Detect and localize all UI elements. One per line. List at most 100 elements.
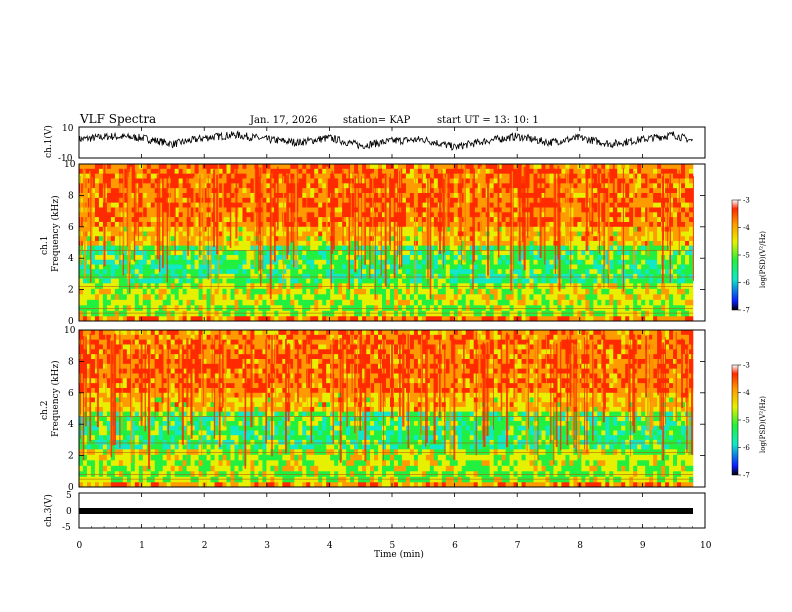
spectrogram-cell: [346, 217, 351, 223]
spectrogram-cell: [154, 310, 160, 317]
spectrogram-cell: [238, 264, 243, 270]
spectrogram-cell: [573, 197, 578, 203]
spectrogram-cell: [214, 288, 219, 295]
spectrogram-cell: [222, 226, 227, 232]
spectrogram-cell: [461, 316, 467, 322]
spectrogram-cell: [473, 245, 478, 251]
spectrogram-cell: [250, 192, 255, 199]
spectrogram-cell: [513, 245, 518, 251]
spectrogram-cell: [146, 202, 152, 208]
spectrogram-cell: [94, 269, 100, 275]
spectrogram-cell: [378, 255, 383, 261]
spectrogram-cell: [110, 245, 116, 251]
spectrogram-cell: [170, 245, 175, 251]
spectrogram-cell: [685, 255, 690, 261]
spectrogram-cell: [290, 255, 295, 261]
spectrogram-cell: [382, 236, 387, 242]
spectrogram-cell: [182, 226, 187, 232]
spectrogram-cell: [242, 173, 247, 179]
spectrogram-cell: [489, 197, 494, 203]
spectrogram-cell: [393, 217, 399, 223]
spectrogram-cell: [649, 207, 654, 213]
spectrogram-cell: [82, 310, 88, 317]
spectrogram-cell: [326, 212, 331, 218]
spectrogram-cell: [517, 164, 522, 170]
spectrogram-cell: [326, 273, 331, 279]
spectrogram-cell: [230, 183, 235, 189]
spectrogram-cell: [118, 231, 124, 237]
spectrogram-cell: [517, 278, 522, 284]
spectrogram-cell: [106, 226, 112, 232]
spectrogram-cell: [262, 259, 267, 265]
spectrogram-cell: [178, 278, 183, 284]
spectrogram-cell: [242, 178, 247, 184]
spectrogram-burst: [332, 176, 335, 250]
spectrogram-cell: [493, 310, 498, 317]
spectrogram-cell: [405, 250, 411, 256]
spectrogram-cell: [681, 164, 686, 170]
spectrogram-cell: [533, 231, 538, 237]
spectrogram-cell: [146, 250, 152, 256]
spectrogram-cell: [310, 221, 315, 228]
spectrogram-cell: [469, 231, 475, 237]
spectrogram-cell: [605, 269, 610, 275]
spectrogram-cell: [210, 207, 215, 213]
spectrogram-cell: [605, 250, 610, 256]
spectrogram-cell: [198, 273, 203, 279]
spectrogram-cell: [617, 316, 622, 322]
spectrogram-cell: [489, 178, 494, 184]
spectrogram-cell: [665, 255, 670, 261]
spectrogram-cell: [90, 183, 96, 189]
spectrogram-cell: [250, 202, 255, 208]
spectrogram-cell: [649, 178, 654, 184]
spectrogram-cell: [609, 217, 614, 223]
spectrogram-cell: [549, 269, 554, 275]
spectrogram-cell: [310, 231, 315, 237]
spectrogram-cell: [234, 269, 239, 275]
spectrogram-cell: [266, 294, 271, 301]
spectrogram-cell: [242, 217, 247, 223]
spectrogram-cell: [170, 259, 175, 265]
spectrogram-cell: [473, 264, 478, 270]
spectrogram-cell: [386, 178, 391, 184]
spectrogram-cell: [262, 255, 267, 261]
spectrogram-cell: [633, 217, 638, 223]
spectrogram-cell: [150, 264, 156, 270]
spectrogram-cell: [501, 168, 506, 174]
spectrogram-cell: [389, 168, 395, 174]
spectrogram-cell: [110, 259, 116, 265]
spectrogram-cell: [653, 178, 658, 184]
spectrogram-cell: [581, 299, 586, 306]
spectrogram-cell: [481, 207, 486, 213]
spectrogram-cell: [433, 202, 439, 208]
spectrogram-cell: [481, 197, 486, 203]
spectrogram-cell: [545, 192, 550, 199]
spectrogram-cell: [354, 192, 359, 199]
spectrogram-cell: [645, 310, 650, 317]
spectrogram-cell: [134, 273, 140, 279]
spectrogram-cell: [94, 299, 100, 306]
spectrogram-cell: [577, 299, 582, 306]
spectrogram-cell: [637, 231, 642, 237]
spectrogram-cell: [669, 273, 674, 279]
spectrogram-cell: [593, 264, 598, 270]
spectrogram-cell: [298, 226, 303, 232]
spectrogram-cell: [162, 168, 168, 174]
spectrogram-cell: [298, 316, 303, 322]
spectrogram-cell: [405, 299, 411, 306]
spectrogram-cell: [274, 197, 279, 203]
spectrogram-cell: [318, 264, 323, 270]
spectrogram-cell: [334, 273, 339, 279]
spectrogram-cell: [685, 188, 690, 194]
spectrogram-cell: [86, 316, 92, 322]
spectrogram-cell: [182, 231, 187, 237]
spectrogram-cell: [641, 197, 646, 203]
spectrogram-cell: [266, 226, 271, 232]
spectrogram-cell: [673, 288, 678, 295]
spectrogram-cell: [274, 240, 279, 246]
spectrogram-cell: [350, 269, 355, 275]
spectrogram-cell: [429, 269, 435, 275]
spectrogram-cell: [218, 299, 223, 306]
spectrogram-cell: [290, 245, 295, 251]
spectrogram-cell: [409, 288, 415, 295]
